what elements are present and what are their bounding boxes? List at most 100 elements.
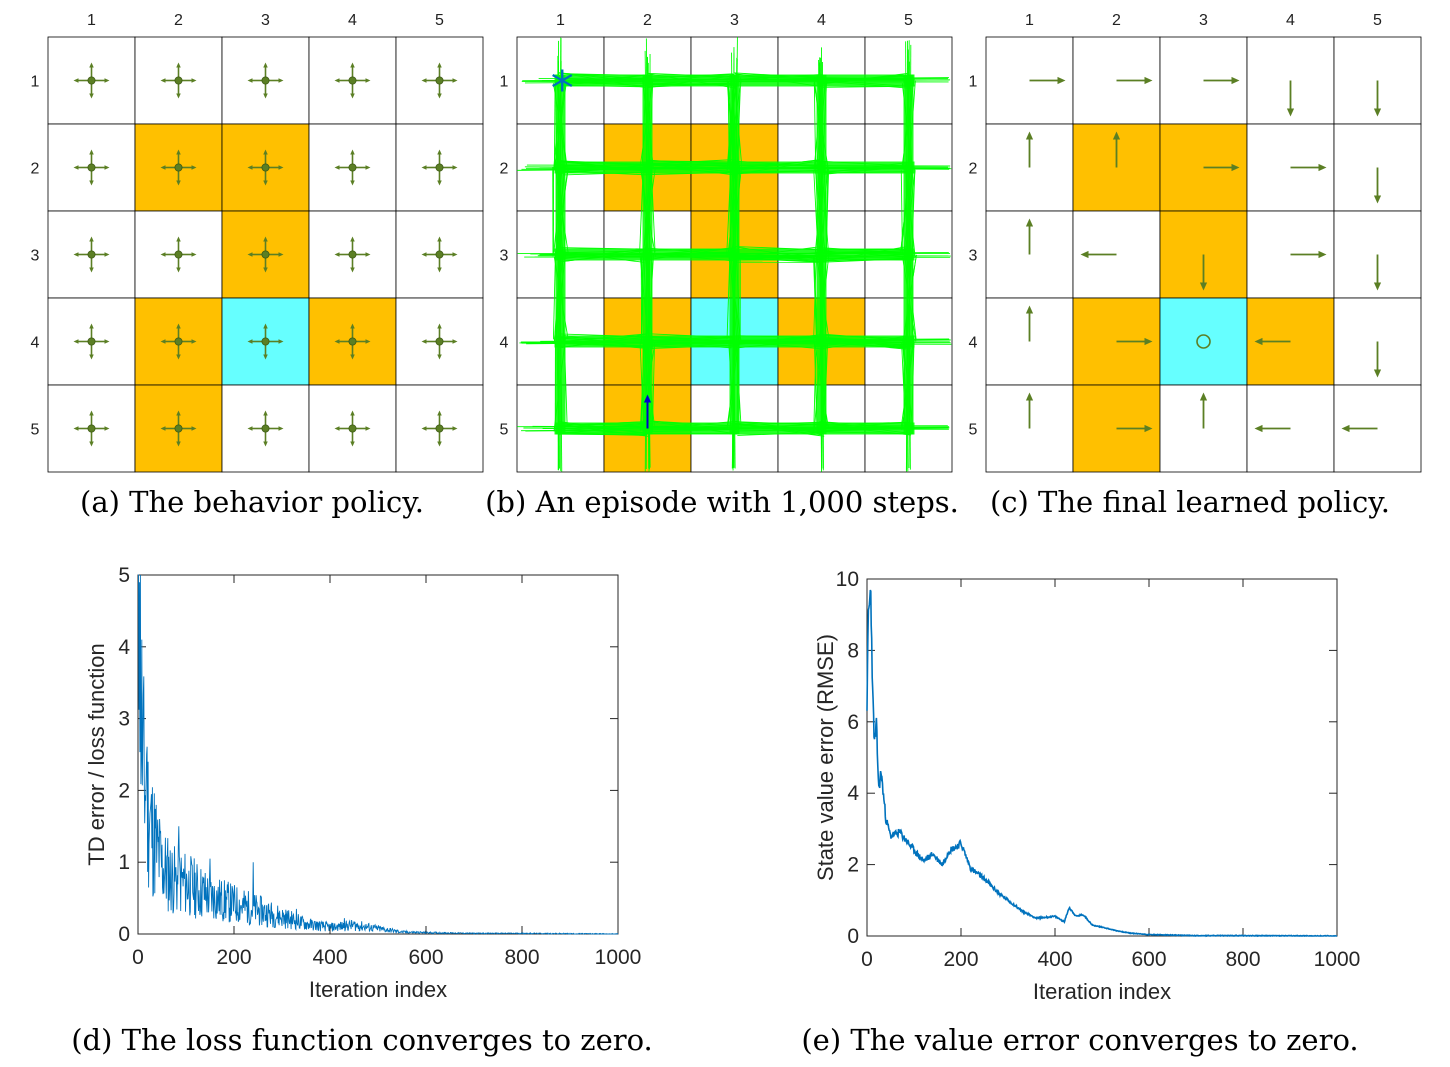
arrow-head bbox=[1199, 282, 1208, 291]
col-label-c: 2 bbox=[1112, 12, 1121, 29]
arrow-up-icon bbox=[1199, 392, 1208, 429]
arrow-left-icon bbox=[1341, 424, 1378, 433]
arrow-head bbox=[89, 236, 94, 242]
y-tick-label: 1 bbox=[118, 851, 130, 874]
y-tick-label: 4 bbox=[118, 636, 130, 659]
arrow-head bbox=[104, 78, 110, 83]
row-label-c: 1 bbox=[969, 74, 978, 91]
col-label-c: 1 bbox=[1025, 12, 1034, 29]
arrow-head bbox=[421, 339, 427, 344]
trajectory-segment bbox=[813, 251, 817, 343]
end-arrow-head bbox=[643, 394, 652, 403]
caption-e: (e) The value error converges to zero. bbox=[801, 1023, 1358, 1057]
trajectory-core-v bbox=[642, 74, 653, 435]
arrow-head bbox=[247, 426, 253, 431]
x-tick-label: 200 bbox=[216, 946, 251, 969]
forbidden-cell-a-5-2 bbox=[134, 384, 223, 473]
arrow-head bbox=[350, 236, 355, 242]
trajectory-segment bbox=[825, 164, 829, 256]
arrow-left-icon bbox=[1254, 424, 1291, 433]
arrow-head bbox=[365, 165, 371, 170]
four-way-arrow-icon bbox=[334, 62, 371, 99]
center-dot bbox=[261, 163, 270, 172]
center-dot bbox=[261, 250, 270, 259]
arrow-head bbox=[176, 267, 181, 273]
arrow-head bbox=[89, 441, 94, 447]
y-tick-label: 2 bbox=[847, 854, 859, 877]
x-tick-label: 800 bbox=[1225, 948, 1260, 971]
center-dot bbox=[87, 337, 96, 346]
y-tick-label: 3 bbox=[118, 708, 130, 731]
arrow-head bbox=[160, 339, 166, 344]
arrow-head bbox=[350, 149, 355, 155]
trajectory-segment bbox=[552, 252, 556, 340]
arrow-right-icon bbox=[1203, 163, 1240, 172]
arrow-head bbox=[350, 267, 355, 273]
center-dot bbox=[435, 163, 444, 172]
arrow-head bbox=[1080, 250, 1089, 259]
x-tick-label: 0 bbox=[132, 946, 144, 969]
arrow-head bbox=[263, 354, 268, 360]
arrow-head bbox=[263, 93, 268, 99]
four-way-arrow-icon bbox=[421, 410, 458, 447]
stay-circle-icon bbox=[1196, 334, 1211, 349]
arrow-head bbox=[437, 236, 442, 242]
arrow-head bbox=[365, 426, 371, 431]
arrow-head bbox=[247, 165, 253, 170]
arrow-head bbox=[263, 62, 268, 68]
arrow-head bbox=[1025, 131, 1034, 140]
arrow-head bbox=[1373, 369, 1382, 378]
arrow-head bbox=[247, 339, 253, 344]
trajectory-core-v bbox=[903, 74, 914, 435]
arrow-head bbox=[452, 426, 458, 431]
data-series-line bbox=[138, 574, 619, 935]
center-dot bbox=[87, 424, 96, 433]
arrow-head bbox=[191, 339, 197, 344]
arrow-left-icon bbox=[1254, 337, 1291, 346]
y-tick-label: 6 bbox=[847, 711, 859, 734]
x-axis-label: Iteration index bbox=[1033, 979, 1171, 1004]
four-way-arrow-icon bbox=[421, 236, 458, 273]
col-label-b: 2 bbox=[643, 12, 652, 29]
center-dot bbox=[348, 163, 357, 172]
four-way-arrow-icon bbox=[334, 410, 371, 447]
four-way-arrow-icon bbox=[247, 410, 284, 447]
arrow-right-icon bbox=[1116, 424, 1153, 433]
arrow-right-icon bbox=[1290, 250, 1327, 259]
arrow-up-icon bbox=[1025, 392, 1034, 429]
center-dot bbox=[174, 163, 183, 172]
arrow-head bbox=[176, 410, 181, 416]
trajectory-core-v bbox=[555, 74, 566, 435]
arrow-head bbox=[73, 426, 79, 431]
row-label-c: 3 bbox=[969, 248, 978, 265]
arrow-head bbox=[89, 93, 94, 99]
y-tick-label: 4 bbox=[847, 782, 859, 805]
arrow-down-icon bbox=[1373, 254, 1382, 291]
center-dot bbox=[87, 76, 96, 85]
arrow-head bbox=[191, 252, 197, 257]
arrow-head bbox=[350, 62, 355, 68]
center-dot bbox=[174, 424, 183, 433]
arrow-head bbox=[452, 252, 458, 257]
col-label-a: 5 bbox=[435, 12, 444, 29]
row-label-a: 2 bbox=[31, 161, 40, 178]
arrow-down-icon bbox=[1286, 80, 1295, 117]
arrow-head bbox=[263, 180, 268, 186]
center-dot bbox=[174, 337, 183, 346]
arrow-head bbox=[73, 339, 79, 344]
center-dot bbox=[261, 337, 270, 346]
arrow-head bbox=[278, 165, 284, 170]
arrow-head bbox=[1025, 305, 1034, 314]
target-cell-c-4-3 bbox=[1159, 297, 1248, 386]
arrow-right-icon bbox=[1290, 163, 1327, 172]
arrow-head bbox=[350, 180, 355, 186]
arrow-head bbox=[176, 62, 181, 68]
col-label-a: 1 bbox=[87, 12, 96, 29]
arrow-head bbox=[278, 339, 284, 344]
arrow-head bbox=[73, 78, 79, 83]
arrow-head bbox=[176, 323, 181, 329]
arrow-head bbox=[334, 252, 340, 257]
four-way-arrow-icon bbox=[73, 410, 110, 447]
center-dot bbox=[348, 337, 357, 346]
arrow-head bbox=[421, 78, 427, 83]
